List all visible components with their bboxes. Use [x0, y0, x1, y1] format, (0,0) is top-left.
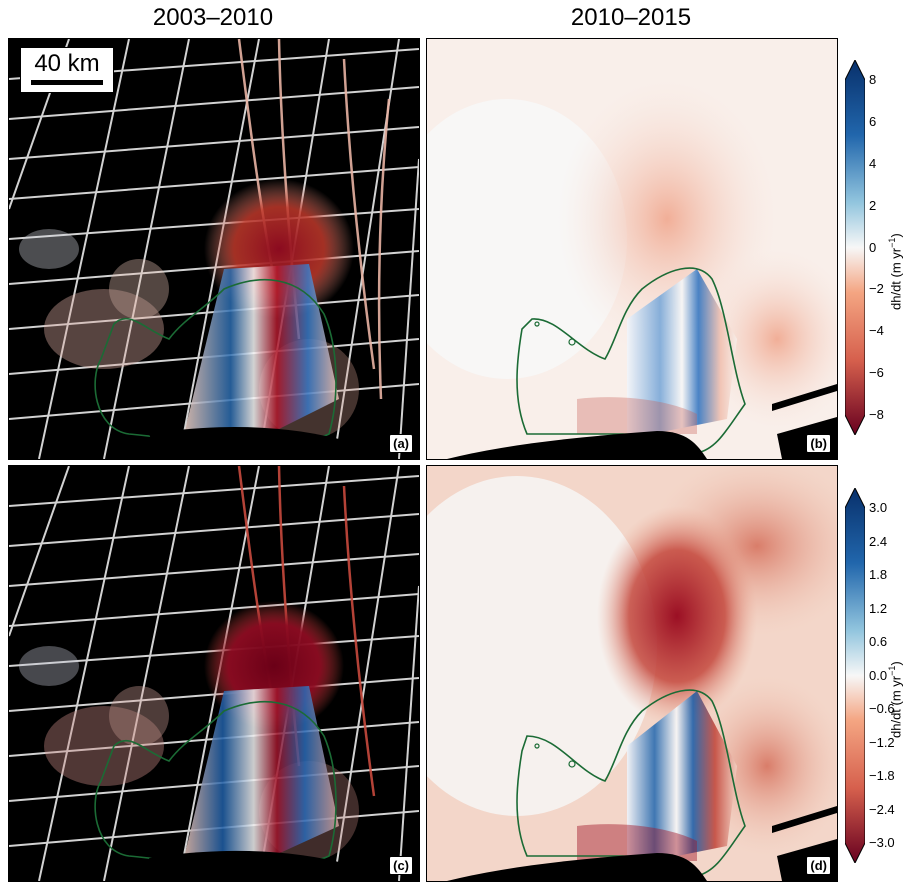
- colorbar-top-tick-7: −6: [869, 365, 884, 381]
- colorbar-top-tick-1: 6: [869, 113, 877, 129]
- colorbar-top-tick-2: 4: [869, 155, 877, 171]
- scale-bar: 40 km: [20, 47, 114, 93]
- colorbar-top-label: dh/dt (m yr−1): [887, 233, 904, 310]
- map-2010-2015-bottom: [427, 466, 837, 881]
- panel-label-a: (a): [389, 434, 413, 453]
- colorbar-top-tick-5: −2: [869, 281, 884, 297]
- panel-c: (c): [8, 465, 420, 882]
- colorbar-bottom-label: dh/dt (m yr−1): [887, 661, 904, 738]
- colorbar-top-tick-6: −4: [869, 323, 884, 339]
- colorbar-bottom-tick-5: 0.0: [869, 667, 888, 683]
- colorbar-bottom-tick-8: −1.8: [869, 768, 895, 783]
- panel-label-c: (c): [389, 856, 413, 875]
- colorbar-bottom-tick-4: 0.6: [869, 634, 888, 649]
- panel-d: (d): [426, 465, 838, 882]
- colorbar-bottom-tick-3: 1.2: [869, 600, 888, 616]
- colorbar-bottom-tick-0: 3.0: [869, 500, 888, 515]
- colorbar-bottom-tick-1: 2.4: [869, 533, 888, 549]
- map-2003-2010-top: [9, 39, 419, 459]
- panel-a: 40 km (a): [8, 38, 420, 460]
- colorbar-top-tick-3: 2: [869, 197, 877, 213]
- colorbar-bottom-gradient: [845, 488, 865, 863]
- map-2003-2010-bottom: [9, 466, 419, 881]
- scale-bar-line: [31, 80, 103, 85]
- panel-label-d: (d): [806, 856, 831, 875]
- colorbar-top: 8 6 4 2 0 −2 −4 −6 −8 dh/dt (m yr−1): [845, 60, 919, 435]
- colorbar-top-tick-0: 8: [869, 72, 877, 87]
- colorbar-top-tick-4: 0: [869, 239, 877, 255]
- colorbar-bottom-tick-10: −3.0: [869, 835, 895, 850]
- colorbar-bottom-tick-9: −2.4: [869, 801, 895, 817]
- colorbar-bottom-tick-6: −0.6: [869, 701, 895, 716]
- map-2010-2015-top: [427, 39, 837, 459]
- column-title-right: 2010–2015: [570, 4, 692, 31]
- colorbar-top-tick-8: −8: [869, 407, 884, 422]
- scale-bar-label: 40 km: [34, 50, 100, 77]
- colorbar-bottom-tick-2: 1.8: [869, 567, 888, 582]
- colorbar-bottom: 3.0 2.4 1.8 1.2 0.6 0.0 −0.6 −1.2 −1.8 −2.4 −3.0 d…: [845, 488, 919, 863]
- panel-label-b: (b): [806, 434, 831, 453]
- colorbar-top-gradient: [845, 60, 865, 435]
- panel-b: (b): [426, 38, 838, 460]
- colorbar-bottom-tick-7: −1.2: [869, 734, 895, 750]
- column-title-left: 2003–2010: [152, 4, 274, 31]
